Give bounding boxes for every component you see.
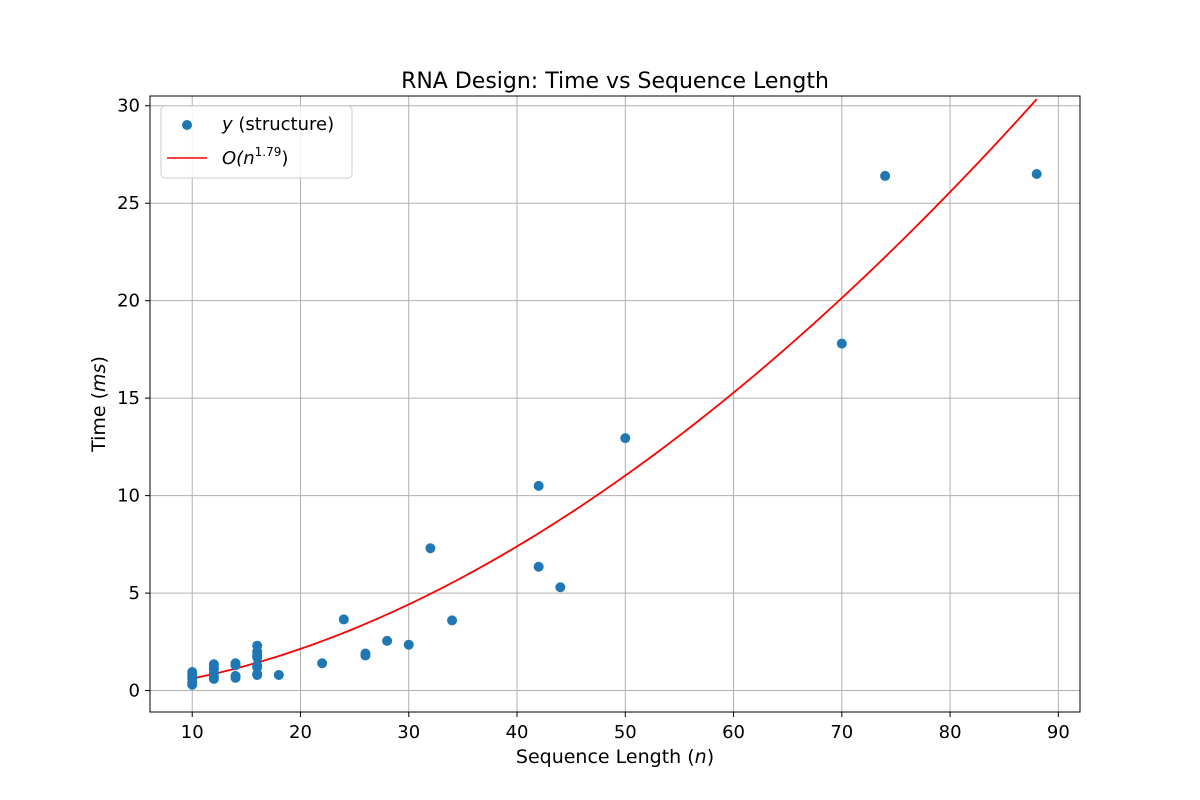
data-point [620,433,631,444]
data-point [425,543,436,554]
data-point [447,615,458,626]
data-point [208,659,219,670]
data-point [533,561,544,572]
data-point [880,170,891,181]
data-point [230,658,241,669]
y-tick-label: 25 [117,193,140,214]
y-tick-label: 0 [129,681,140,702]
x-tick-label: 30 [397,722,420,743]
legend: y (structure) O(n1.79) [160,105,353,179]
data-point [836,338,847,349]
data-point [273,669,284,680]
y-tick-label: 10 [117,486,140,507]
data-point [382,635,393,646]
x-tick-label: 10 [181,722,204,743]
y-tick-label: 30 [117,96,140,117]
chart-title: RNA Design: Time vs Sequence Length [401,69,829,94]
data-point [555,582,566,593]
fit-line-layer [192,98,1038,680]
data-point [252,660,263,671]
x-tick-label: 50 [614,722,637,743]
legend-marker-structure [182,120,192,130]
data-point [187,667,198,678]
x-ticks: 10 20 30 40 50 60 70 80 90 [181,712,1070,743]
data-point [360,648,371,659]
x-tick-label: 40 [506,722,529,743]
y-tick-label: 20 [117,291,140,312]
data-point [252,640,263,651]
data-point [230,670,241,681]
data-point [533,480,544,491]
data-point [1031,168,1042,179]
legend-box [160,105,353,179]
axes-frame [149,95,1081,713]
x-tick-label: 70 [830,722,853,743]
x-tick-label: 20 [289,722,312,743]
x-axis-label: Sequence Length (n) [516,746,714,768]
scatter-points [187,168,1042,690]
data-point [403,639,414,650]
x-tick-label: 80 [939,722,962,743]
grid [150,96,1080,712]
legend-label-fit: O(n1.79) [222,145,288,169]
x-tick-label: 60 [722,722,745,743]
x-tick-label: 90 [1047,722,1070,743]
y-tick-label: 15 [117,388,140,409]
y-ticks: 0 5 10 15 20 25 30 [117,96,150,702]
data-point [317,658,328,669]
legend-label-structure: y (structure) [221,114,334,135]
y-tick-label: 5 [129,583,140,604]
y-axis-label: Time (ms) [88,356,110,453]
fit-line [192,98,1038,680]
data-point [338,614,349,625]
